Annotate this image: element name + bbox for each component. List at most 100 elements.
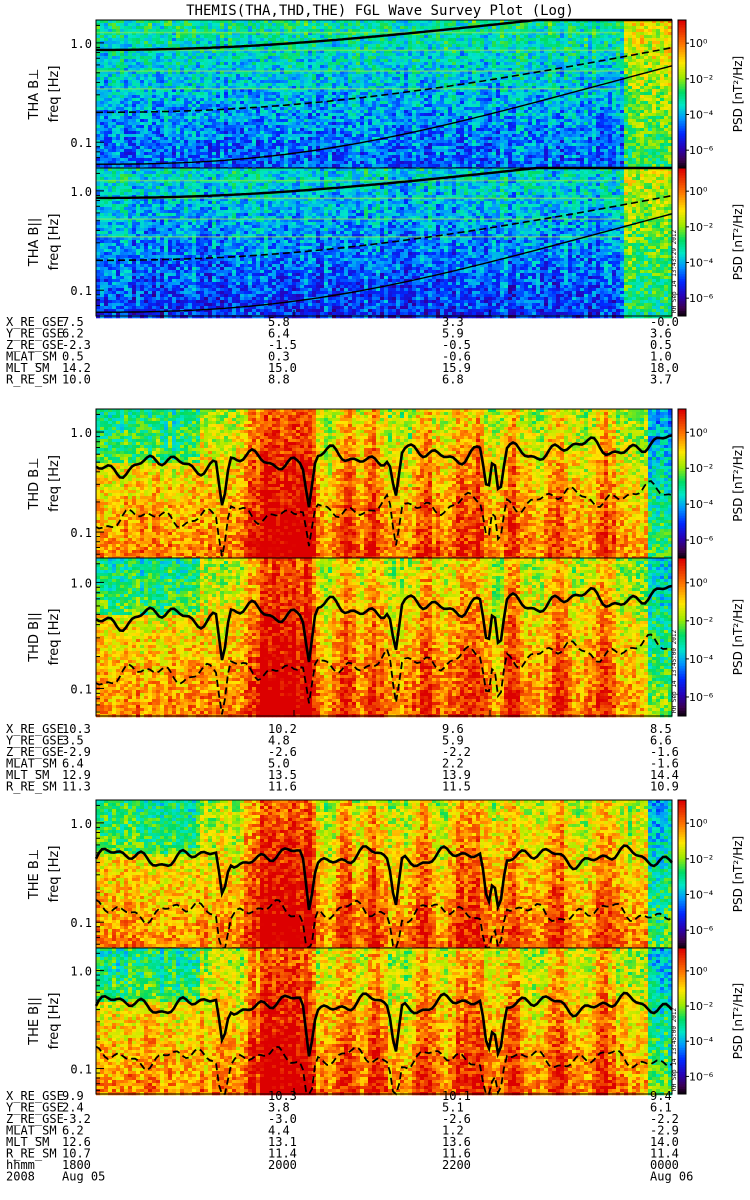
spectrogram-cell [128,59,132,62]
spectrogram-cell [120,83,124,86]
spectrogram-cell [112,101,116,104]
spectrogram-cell [100,23,104,26]
spectrogram-cell [100,92,104,95]
spectrogram-cell [136,92,140,95]
spectrogram-cell [116,26,120,29]
spectrogram-cell [140,143,144,146]
spectrogram-cell [100,125,104,128]
spectrogram-cell [144,53,148,56]
spectrogram-cell [120,59,124,62]
spectrogram-cell [136,155,140,158]
spectrogram-cell [108,128,112,131]
spectrogram-cell [140,83,144,86]
spectrogram-cell [136,23,140,26]
spectrogram-cell [116,137,120,140]
spectrogram-cell [96,134,100,137]
spectrogram-cell [152,155,156,158]
spectrogram-cell [96,131,100,134]
spectrogram-cell [128,62,132,65]
spectrogram-cell [104,92,108,95]
spectrogram-cell [124,74,128,77]
spectrogram-cell [120,80,124,83]
spectrogram-cell [140,149,144,152]
spectrogram-cell [116,143,120,146]
spectrogram-cell [160,56,164,59]
spectrogram-cell [128,131,132,134]
spectrogram-cell [128,98,132,101]
spectrogram-cell [148,62,152,65]
spectrogram-cell [104,119,108,122]
spectrogram-cell [132,83,136,86]
spectrogram-cell [120,98,124,101]
spectrogram-cell [148,59,152,62]
spectrogram-cell [100,53,104,56]
spectrogram-cell [156,113,160,116]
spectrogram-cell [112,95,116,98]
spectrogram-cell [136,53,140,56]
spectrogram-cell [128,137,132,140]
spectrogram-cell [116,107,120,110]
spectrogram-cell [100,101,104,104]
spectrogram-cell [144,44,148,47]
spectrogram-cell [124,65,128,68]
spectrogram-cell [108,107,112,110]
spectrogram-cell [112,44,116,47]
spectrogram-cell [160,59,164,62]
spectrogram-cell [108,101,112,104]
spectrogram-cell [100,122,104,125]
spectrogram-cell [100,158,104,161]
spectrogram-cell [148,134,152,137]
spectrogram-cell [136,134,140,137]
spectrogram-cell [104,158,108,161]
spectrogram-cell [108,44,112,47]
spectrogram-cell [96,140,100,143]
spectrogram-cell [108,134,112,137]
spectrogram-cell [144,119,148,122]
spectrogram-cell [104,107,108,110]
spectrogram-cell [132,104,136,107]
spectrogram-cell [156,143,160,146]
spectrogram-cell [108,56,112,59]
spectrogram-cell [148,149,152,152]
spectrogram-cell [136,38,140,41]
spectrogram-cell [96,137,100,140]
spectrogram-cell [136,110,140,113]
spectrogram-cell [112,41,116,44]
spectrogram-cell [124,83,128,86]
spectrogram-cell [120,92,124,95]
spectrogram-cell [132,128,136,131]
spectrogram-cell [124,131,128,134]
spectrogram-cell [104,155,108,158]
spectrogram-cell [116,125,120,128]
spectrogram-cell [152,104,156,107]
spectrogram-cell [112,116,116,119]
spectrogram-cell [128,65,132,68]
spectrogram-cell [112,56,116,59]
spectrogram-cell [104,56,108,59]
spectrogram-cell [96,65,100,68]
spectrogram-cell [100,149,104,152]
spectrogram-cell [156,164,160,167]
spectrogram-cell [116,146,120,149]
spectrogram-cell [108,95,112,98]
spectrogram-cell [156,131,160,134]
spectrogram-cell [124,122,128,125]
spectrogram-cell [140,23,144,26]
spectrogram-cell [100,98,104,101]
spectrogram-cell [144,101,148,104]
spectrogram-cell [152,122,156,125]
spectrogram-cell [104,77,108,80]
spectrogram-cell [156,95,160,98]
spectrogram-cell [104,116,108,119]
spectrogram-cell [140,29,144,32]
spectrogram-cell [136,113,140,116]
spectrogram-cell [152,116,156,119]
spectrogram-cell [132,92,136,95]
spectrogram-cell [120,116,124,119]
spectrogram-cell [148,116,152,119]
spectrogram-cell [132,113,136,116]
spectrogram-cell [108,158,112,161]
spectrogram-cell [100,95,104,98]
spectrogram-cell [132,26,136,29]
spectrogram-cell [140,125,144,128]
